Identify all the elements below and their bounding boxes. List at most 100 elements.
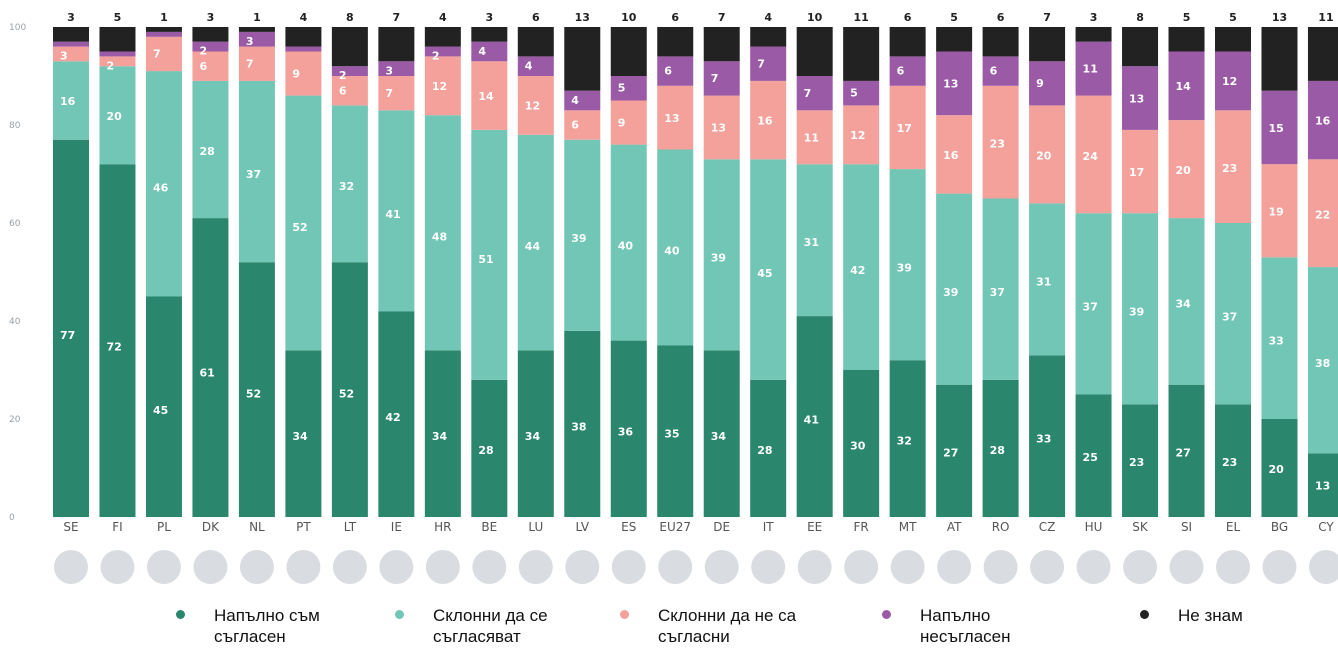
bar-segment [1122, 404, 1159, 517]
data-label: 33 [1036, 432, 1051, 445]
bar-segment [1261, 257, 1298, 419]
data-label: 7 [804, 87, 812, 100]
bar-segment [610, 76, 647, 101]
bar-segment [1307, 80, 1338, 160]
bar-segment [750, 46, 787, 81]
bar-segment [564, 139, 601, 331]
bar-segment [378, 76, 415, 111]
data-label: 28 [199, 145, 214, 158]
data-label: 46 [153, 181, 169, 194]
data-label: 12 [525, 100, 540, 113]
data-label: 45 [757, 267, 772, 280]
data-label: 11 [1083, 63, 1098, 76]
x-tick-label: IE [391, 520, 402, 534]
data-label: 28 [757, 444, 772, 457]
x-tick-label: EU27 [659, 520, 691, 534]
bar-segment [192, 41, 229, 52]
x-tick-label: CZ [1039, 520, 1056, 534]
x-tick-label: BE [481, 520, 497, 534]
bar-segment [982, 85, 1019, 199]
bar-segment [657, 85, 694, 150]
data-label: 9 [1036, 77, 1044, 90]
bar-segment [843, 105, 880, 165]
data-label: 42 [850, 264, 865, 277]
legend-swatch-icon [620, 610, 629, 619]
bar-segment [471, 379, 508, 517]
bar-segment [1122, 213, 1159, 405]
data-label: 38 [1315, 357, 1330, 370]
y-tick-label: 60 [9, 219, 21, 229]
flag-icon [565, 550, 600, 584]
data-label: 5 [114, 11, 122, 24]
flag-icon [1030, 550, 1065, 584]
data-label: 3 [60, 50, 68, 63]
bar-segment [982, 56, 1019, 86]
data-label: 77 [60, 329, 75, 342]
legend-label: Напълно съм съгласен [214, 606, 320, 646]
bar-segment [610, 27, 647, 76]
bar-segment [889, 56, 926, 86]
bar-segment [192, 80, 229, 219]
data-label: 5 [1183, 11, 1191, 24]
bar-segment [238, 27, 275, 32]
flag-icon [658, 550, 693, 584]
bar-segment [238, 31, 275, 47]
bar-segment [750, 27, 787, 47]
x-tick-label: ES [621, 520, 636, 534]
bar-segment [99, 164, 136, 517]
flag-icon [751, 550, 786, 584]
legend-label: Напълно несъгласен [920, 606, 1011, 646]
data-label: 34 [525, 430, 541, 443]
flag-icon [518, 550, 553, 584]
legend-label: Склонни да не са съгласни [658, 606, 797, 646]
bar-segment [145, 71, 182, 297]
data-label: 3 [1090, 11, 1098, 24]
data-label: 34 [1176, 298, 1192, 311]
data-label: 3 [385, 64, 393, 77]
data-label: 34 [711, 430, 727, 443]
bar-segment [1168, 218, 1205, 385]
data-label: 7 [385, 87, 393, 100]
data-label: 39 [943, 286, 958, 299]
bar-segment [703, 159, 740, 351]
data-label: 12 [1222, 75, 1237, 88]
data-label: 11 [854, 11, 869, 24]
data-label: 52 [292, 221, 307, 234]
bar-segment [564, 90, 601, 111]
x-tick-label: LT [344, 520, 357, 534]
x-tick-label: AT [947, 520, 962, 534]
x-tick-label: PL [157, 520, 171, 534]
bar-segment [53, 139, 89, 517]
bar-segment [1168, 120, 1205, 219]
bar-segment [1075, 41, 1112, 96]
bar-segment [1168, 384, 1205, 517]
bar-segment [1075, 213, 1112, 395]
data-label: 23 [990, 137, 1005, 150]
bar-segment [285, 350, 322, 517]
bar-segment [610, 100, 647, 145]
bar-segment [843, 370, 880, 517]
x-tick-label: LU [528, 520, 543, 534]
x-tick-label: SI [1181, 520, 1192, 534]
bar-segment [1168, 51, 1205, 121]
data-label: 9 [292, 67, 300, 80]
data-label: 16 [757, 115, 773, 128]
data-label: 7 [757, 57, 765, 70]
data-label: 31 [804, 236, 819, 249]
data-label: 41 [804, 414, 819, 427]
bar-segment [1029, 203, 1066, 356]
bar-segment [331, 105, 368, 263]
bar-segment [517, 27, 554, 57]
bar-segment [1215, 223, 1251, 405]
data-label: 39 [1129, 306, 1144, 319]
y-tick-label: 0 [9, 513, 15, 523]
bar-segment [610, 340, 647, 517]
bar-segment [331, 66, 368, 76]
bar-segment [145, 296, 182, 517]
data-label: 25 [1083, 451, 1098, 464]
data-label: 7 [718, 11, 726, 24]
flag-icon [1076, 550, 1111, 584]
data-label: 9 [618, 116, 626, 129]
bar-segment [936, 51, 973, 116]
data-label: 17 [897, 122, 912, 135]
